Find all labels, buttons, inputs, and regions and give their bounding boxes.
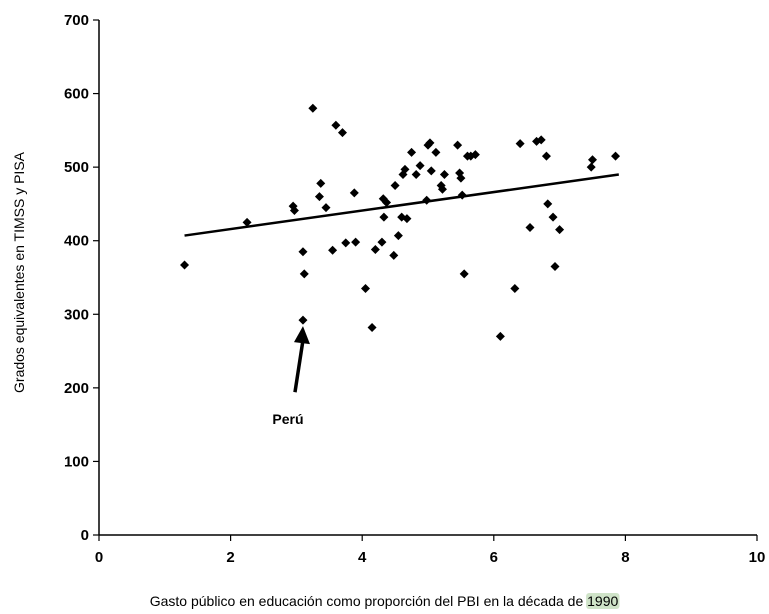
data-point	[422, 195, 432, 205]
x-axis-ticks: 0 2 4 6 8 10	[95, 535, 766, 566]
data-point	[457, 190, 467, 200]
data-point	[453, 140, 463, 150]
data-point	[456, 173, 466, 183]
data-point	[402, 214, 412, 224]
data-point	[180, 260, 190, 270]
annotation-label: Perú	[272, 411, 303, 427]
x-tick-label: 2	[226, 549, 234, 566]
x-axis-title-highlight-bg	[586, 593, 620, 609]
x-tick-label: 4	[358, 549, 367, 566]
data-point	[426, 166, 436, 176]
y-axis-title: Grados equivalentes en TIMSS y PISA	[11, 151, 27, 393]
data-point	[495, 331, 505, 341]
data-point	[415, 161, 425, 171]
data-point	[515, 139, 525, 149]
data-point	[242, 217, 252, 227]
data-point	[341, 238, 351, 248]
data-point	[377, 237, 387, 247]
data-point	[314, 192, 324, 202]
data-point	[588, 155, 597, 165]
annotations: Perú	[272, 326, 310, 427]
data-point	[611, 151, 621, 161]
data-point	[382, 197, 392, 207]
data-point	[431, 147, 441, 157]
data-point	[349, 188, 359, 198]
y-tick-label: 300	[64, 306, 89, 323]
trend-line	[184, 173, 619, 237]
x-axis-title: Gasto público en educación como proporci…	[150, 593, 619, 609]
data-point	[543, 199, 553, 209]
x-tick-label: 0	[95, 549, 103, 566]
plot-area	[93, 19, 757, 536]
x-tick-label: 6	[490, 549, 498, 566]
data-point	[316, 178, 326, 188]
y-tick-label: 700	[64, 12, 89, 29]
data-point	[459, 269, 469, 279]
x-tick-label: 10	[749, 549, 766, 566]
y-tick-label: 200	[64, 380, 89, 397]
data-point	[439, 170, 449, 179]
data-point	[360, 284, 370, 294]
data-point	[379, 212, 389, 222]
data-point	[400, 164, 410, 174]
data-point	[299, 269, 309, 279]
data-point	[298, 315, 308, 325]
annotation-arrow-shaft	[293, 339, 305, 393]
y-tick-label: 400	[64, 233, 89, 250]
y-tick-label: 0	[81, 527, 89, 544]
data-point	[555, 225, 565, 235]
data-point	[328, 245, 338, 255]
data-point	[390, 181, 400, 191]
data-point	[337, 128, 347, 138]
data-point	[525, 222, 535, 232]
data-point	[536, 135, 546, 145]
data-point	[298, 247, 308, 257]
data-point	[510, 284, 520, 294]
x-axis-title-highlight: 1990	[587, 593, 618, 609]
data-point	[411, 170, 421, 179]
x-axis-title-text: Gasto público en educación como proporci…	[150, 593, 587, 609]
data-point	[407, 147, 417, 157]
data-point	[541, 151, 551, 161]
data-point	[331, 120, 341, 130]
data-point	[393, 231, 403, 241]
y-tick-label: 600	[64, 86, 89, 103]
data-point	[389, 250, 399, 260]
data-point	[370, 245, 380, 255]
data-point	[308, 103, 318, 113]
data-point	[351, 237, 361, 247]
y-tick-label: 100	[64, 453, 89, 470]
data-point	[550, 261, 560, 271]
y-tick-label: 500	[64, 159, 89, 176]
data-points	[180, 103, 621, 341]
x-tick-label: 8	[621, 549, 629, 566]
data-point	[425, 138, 435, 148]
data-point	[470, 150, 480, 160]
annotation-arrow-head	[293, 326, 310, 345]
data-point	[437, 184, 447, 194]
y-axis-ticks: 0 100 200 300 400 500 600 700	[64, 12, 99, 544]
data-point	[586, 162, 596, 172]
data-point	[367, 323, 377, 333]
data-point	[548, 212, 558, 222]
data-point	[289, 206, 299, 216]
data-point	[321, 203, 331, 213]
